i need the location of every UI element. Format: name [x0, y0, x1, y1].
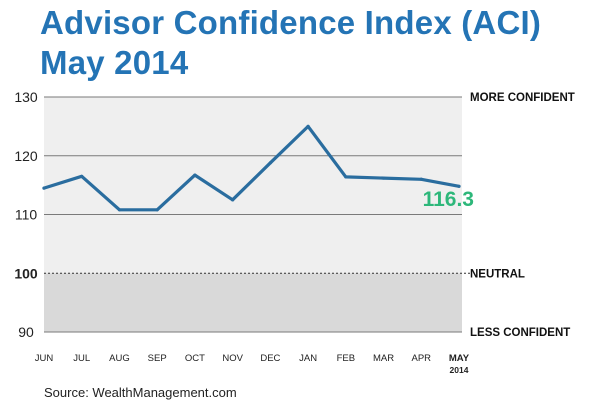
- data-point: [155, 208, 159, 212]
- x-tick-label: OCT: [185, 353, 205, 364]
- chart-subtitle: May 2014: [40, 44, 189, 81]
- y-tick-label: 110: [15, 207, 38, 223]
- x-tick-label: MAR: [373, 353, 394, 364]
- data-point: [268, 161, 272, 165]
- current-value-label: 116.3: [423, 188, 474, 211]
- x-tick-label: FEB: [337, 353, 355, 364]
- x-tick-label: AUG: [109, 353, 130, 364]
- source-note: Source: WealthManagement.com: [44, 385, 237, 400]
- x-tick-label: NOV: [222, 353, 243, 364]
- data-point: [80, 174, 84, 178]
- plot-area-upper: [44, 97, 462, 274]
- series-line: [42, 124, 461, 212]
- y-tick-label: 130: [14, 89, 38, 105]
- right-label: MORE CONFIDENT: [470, 92, 575, 104]
- data-point: [42, 186, 46, 190]
- x-tick-label: APR: [411, 353, 431, 364]
- data-point: [457, 184, 461, 188]
- right-label: LESS CONFIDENT: [470, 327, 570, 339]
- data-point: [381, 176, 386, 180]
- x-tick-label: JAN: [299, 353, 317, 364]
- x-tick-label: SEP: [148, 353, 167, 364]
- x-tick-label: DEC: [260, 353, 280, 364]
- x-tick-label: MAY: [449, 353, 470, 364]
- y-tick-label: 120: [14, 148, 38, 164]
- y-tick-label: 100: [14, 265, 38, 281]
- y-tick-label: 90: [18, 324, 34, 340]
- data-point: [419, 177, 423, 181]
- x-tick-label: JUL: [73, 353, 90, 364]
- data-point: [193, 173, 197, 177]
- right-label: NEUTRAL: [470, 268, 525, 280]
- plot-area-lower: [44, 273, 462, 332]
- data-point: [231, 198, 235, 202]
- x-tick-label: JUN: [35, 353, 54, 364]
- x-tick-sublabel: 2014: [450, 365, 469, 375]
- chart-title: Advisor Confidence Index (ACI): [40, 4, 542, 41]
- data-point: [344, 175, 348, 179]
- data-point: [306, 124, 310, 128]
- data-point: [117, 208, 122, 212]
